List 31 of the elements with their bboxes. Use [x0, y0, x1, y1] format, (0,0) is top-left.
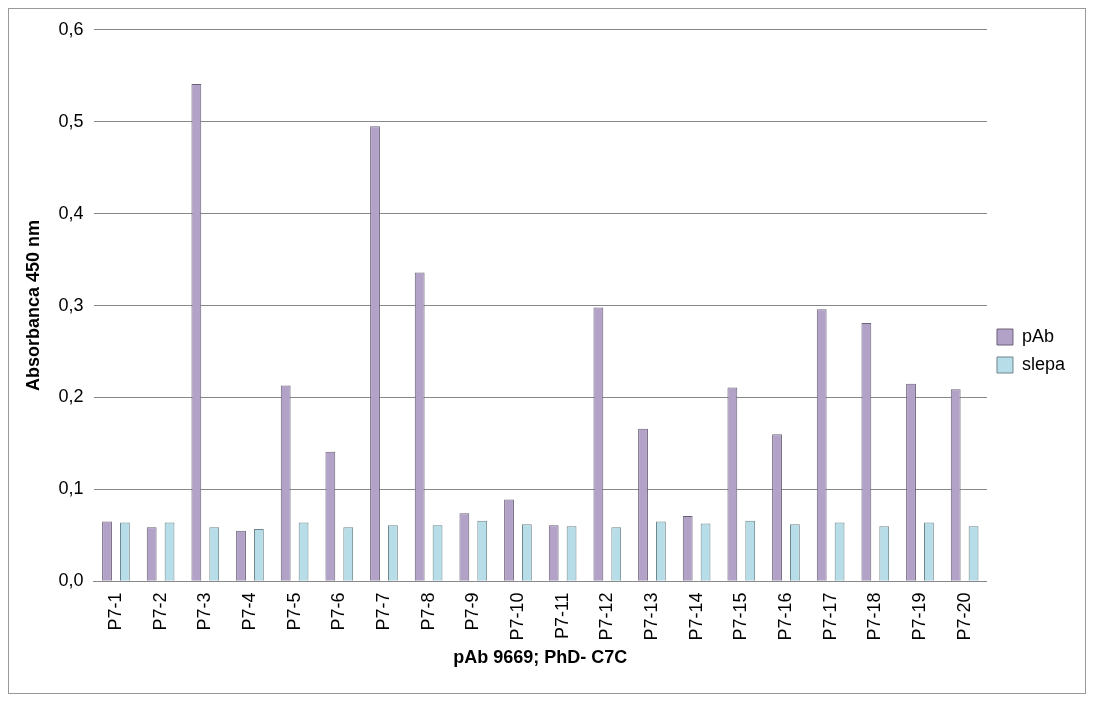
- x-tick-label: P7-2: [149, 592, 170, 631]
- x-tick-label: P7-15: [730, 592, 751, 641]
- y-tick-label: 0,2: [58, 386, 84, 407]
- y-axis-title: Absorbanca 450 nm: [22, 220, 43, 392]
- x-tick-label: P7-9: [462, 592, 483, 631]
- y-tick-label: 0,6: [58, 18, 84, 39]
- legend-label: pAb: [1021, 325, 1054, 346]
- x-tick-label: P7-1: [104, 592, 125, 631]
- y-tick-label: 0,1: [58, 478, 84, 499]
- y-tick-label: 0,3: [58, 294, 84, 315]
- x-axis-title: pAb 9669; PhD- C7C: [453, 647, 628, 668]
- x-tick-label: P7-19: [908, 592, 929, 641]
- y-tick-label: 0,4: [58, 202, 84, 223]
- x-tick-label: P7-13: [640, 592, 661, 641]
- x-tick-label: P7-12: [596, 592, 617, 641]
- x-tick-label: P7-8: [417, 592, 438, 631]
- x-tick-label: P7-18: [864, 592, 885, 641]
- x-tick-label: P7-20: [953, 592, 974, 641]
- x-tick-label: P7-3: [194, 592, 215, 631]
- x-tick-label: P7-7: [372, 592, 393, 631]
- x-tick-label: P7-17: [819, 592, 840, 641]
- x-tick-label: P7-14: [685, 592, 706, 641]
- x-tick-label: P7-6: [328, 592, 349, 631]
- x-tick-label: P7-11: [551, 592, 572, 640]
- x-tick-label: P7-5: [283, 592, 304, 631]
- x-tick-label: P7-16: [774, 592, 795, 641]
- legend-label: slepa: [1021, 353, 1066, 374]
- y-tick-label: 0,0: [58, 570, 84, 591]
- x-tick-label: P7-4: [238, 592, 259, 631]
- y-tick-label: 0,5: [58, 110, 84, 131]
- x-tick-label: P7-10: [506, 592, 527, 641]
